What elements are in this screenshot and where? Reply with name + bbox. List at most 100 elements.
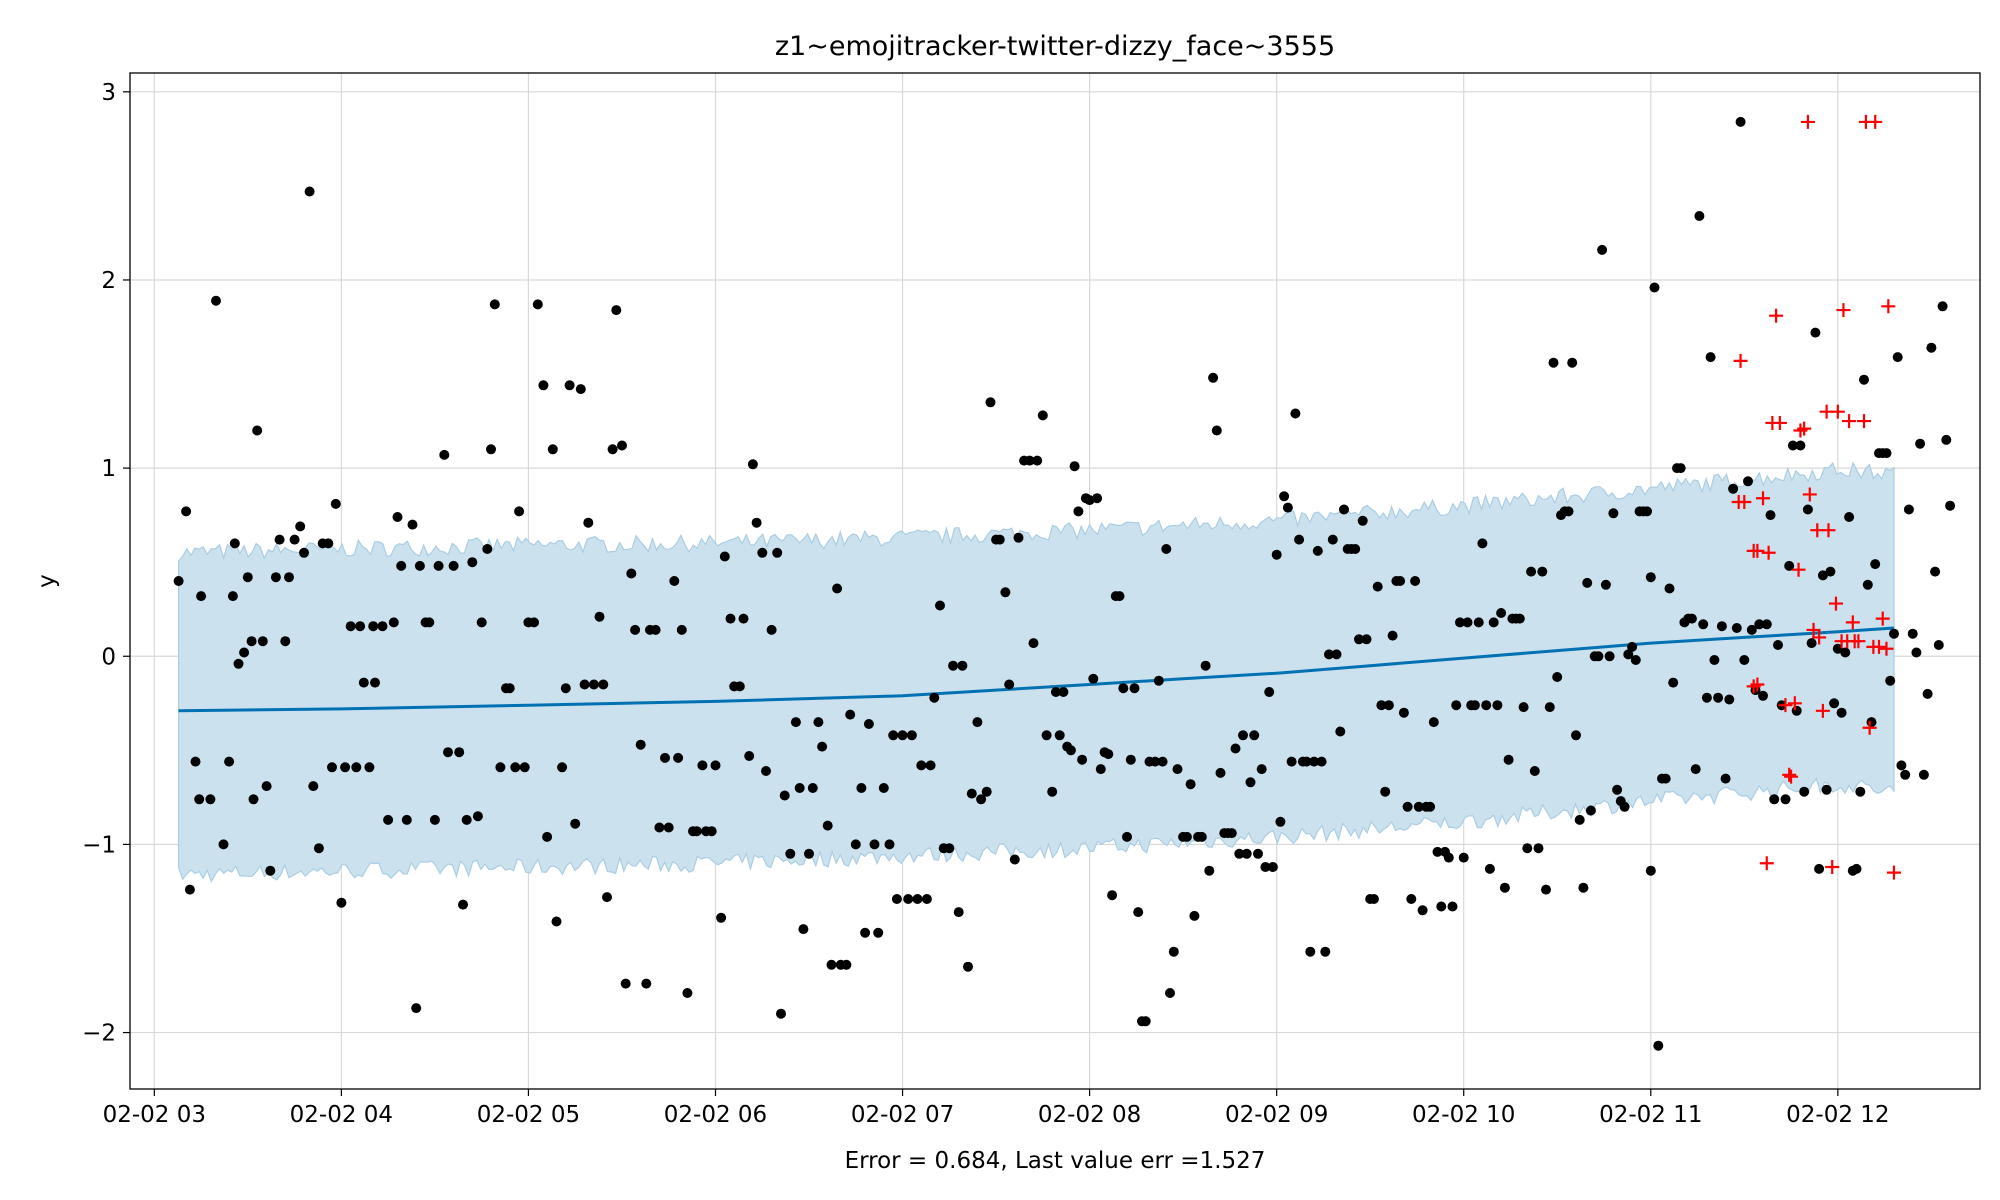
observed-point bbox=[1260, 862, 1271, 872]
observed-point bbox=[184, 884, 195, 895]
observed-point bbox=[1660, 773, 1671, 784]
observed-point bbox=[1140, 1016, 1151, 1027]
observed-point bbox=[1802, 504, 1813, 515]
observed-point bbox=[1571, 730, 1581, 741]
observed-point bbox=[1537, 566, 1548, 577]
observed-point bbox=[424, 617, 435, 628]
observed-point bbox=[274, 534, 285, 545]
observed-point bbox=[1185, 779, 1196, 790]
observed-point bbox=[813, 717, 824, 728]
observed-point bbox=[1290, 408, 1301, 419]
observed-point bbox=[336, 897, 347, 908]
observed-point bbox=[903, 894, 914, 904]
observed-point bbox=[1473, 617, 1484, 628]
observed-point bbox=[676, 624, 687, 635]
observed-point bbox=[299, 547, 309, 558]
observed-point bbox=[1172, 764, 1183, 775]
observed-point bbox=[1937, 301, 1948, 312]
observed-point bbox=[1675, 463, 1686, 474]
observed-point bbox=[1047, 786, 1058, 797]
observed-point bbox=[1649, 282, 1660, 293]
observed-point bbox=[529, 617, 539, 628]
observed-point bbox=[1900, 769, 1911, 780]
observed-point bbox=[323, 538, 334, 549]
test-point bbox=[1737, 494, 1752, 509]
observed-point bbox=[1881, 448, 1892, 459]
observed-point bbox=[194, 794, 205, 805]
observed-point bbox=[1720, 773, 1731, 784]
observed-point bbox=[588, 679, 599, 690]
observed-point bbox=[1514, 613, 1525, 624]
observed-point bbox=[1249, 730, 1260, 741]
observed-point bbox=[1840, 647, 1851, 658]
observed-point bbox=[1410, 576, 1421, 586]
x-tick-label: 02-02 08 bbox=[1038, 1102, 1141, 1128]
observed-point bbox=[476, 617, 487, 628]
observed-point bbox=[519, 762, 530, 773]
observed-point bbox=[304, 186, 315, 197]
observed-point bbox=[682, 988, 693, 998]
x-tick-label: 02-02 04 bbox=[290, 1102, 393, 1128]
observed-point bbox=[1271, 549, 1282, 560]
observed-point bbox=[557, 762, 568, 773]
observed-point bbox=[570, 818, 581, 829]
observed-point bbox=[1870, 559, 1881, 570]
test-point bbox=[1886, 865, 1901, 880]
observed-point bbox=[1713, 692, 1724, 703]
observed-point bbox=[1731, 623, 1742, 633]
observed-point bbox=[985, 397, 996, 408]
observed-point bbox=[719, 551, 730, 562]
observed-point bbox=[912, 894, 923, 904]
observed-point bbox=[1829, 698, 1840, 709]
observed-point bbox=[785, 848, 796, 859]
test-point bbox=[1881, 299, 1896, 314]
observed-point bbox=[1503, 754, 1514, 765]
observed-point bbox=[1926, 342, 1937, 353]
observed-point bbox=[1215, 767, 1226, 778]
observed-point bbox=[1593, 651, 1604, 662]
observed-point bbox=[368, 621, 379, 632]
observed-point bbox=[635, 739, 646, 750]
observed-point bbox=[345, 621, 356, 632]
observed-point bbox=[1009, 854, 1020, 865]
observed-point bbox=[1825, 566, 1836, 577]
test-point bbox=[1797, 421, 1812, 436]
observed-point bbox=[860, 927, 871, 938]
observed-point bbox=[495, 762, 506, 773]
observed-point bbox=[1619, 801, 1630, 812]
observed-point bbox=[734, 681, 745, 692]
observed-point bbox=[370, 677, 380, 688]
observed-point bbox=[1088, 673, 1099, 684]
observed-point bbox=[1037, 410, 1048, 421]
observed-point bbox=[1574, 814, 1585, 825]
observed-point bbox=[766, 624, 777, 635]
observed-point bbox=[963, 961, 973, 972]
observed-point bbox=[1103, 749, 1114, 760]
observed-point bbox=[242, 572, 253, 583]
observed-point bbox=[1739, 655, 1750, 665]
observed-point bbox=[1642, 506, 1652, 517]
observed-point bbox=[239, 647, 250, 658]
observed-point bbox=[388, 617, 399, 628]
y-tick-label: −1 bbox=[82, 832, 116, 858]
observed-point bbox=[1312, 545, 1323, 556]
observed-point bbox=[779, 790, 790, 801]
observed-point bbox=[181, 506, 192, 517]
observed-point bbox=[233, 658, 244, 669]
observed-point bbox=[461, 814, 472, 825]
observed-point bbox=[377, 621, 388, 632]
observed-point bbox=[1728, 483, 1739, 494]
observed-point bbox=[1907, 628, 1918, 639]
y-tick-label: 1 bbox=[101, 456, 116, 482]
observed-point bbox=[1892, 352, 1903, 363]
observed-point bbox=[906, 730, 917, 741]
observed-point bbox=[817, 741, 828, 752]
observed-point bbox=[706, 826, 717, 837]
observed-point bbox=[807, 783, 818, 793]
observed-point bbox=[929, 692, 940, 703]
observed-point bbox=[1368, 894, 1379, 904]
observed-point bbox=[1428, 717, 1439, 728]
observed-point bbox=[1832, 643, 1843, 654]
observed-point bbox=[626, 568, 637, 579]
observed-point bbox=[1608, 508, 1619, 519]
